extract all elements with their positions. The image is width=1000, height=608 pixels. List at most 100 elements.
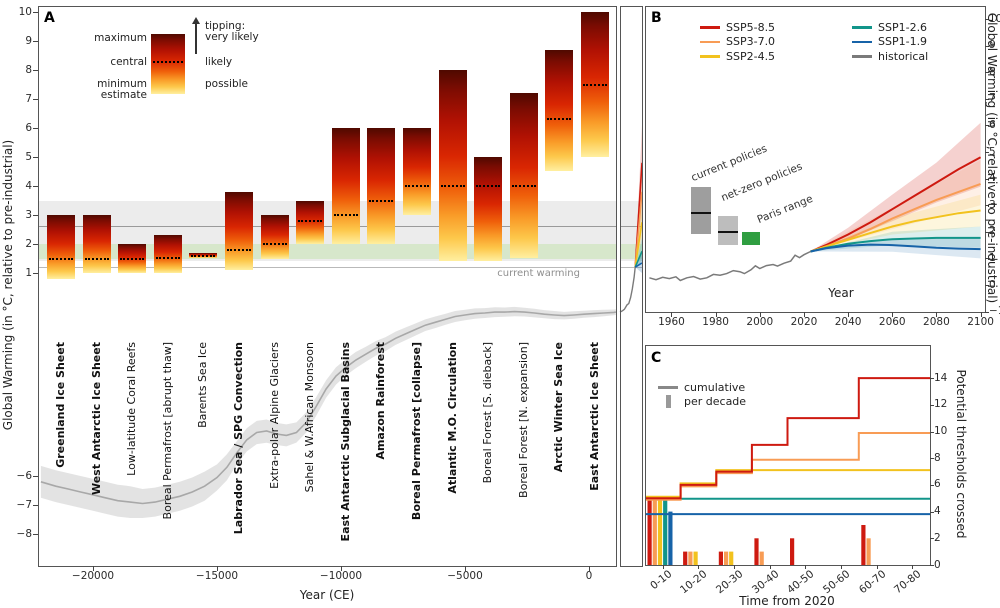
b-ytick-mark	[985, 98, 989, 100]
b-xtick-label: 2040	[834, 316, 862, 328]
a-xtick-mark	[589, 566, 590, 571]
panel-a-legend: maximum central minimum estimate tipping…	[85, 17, 285, 115]
b-line-SSP5-8.5	[810, 156, 982, 253]
b-ytick-mark	[985, 285, 989, 286]
b-ytick-mark	[985, 178, 989, 180]
b-ytick-label: 5	[989, 145, 996, 158]
a-ytick-label: 7	[25, 92, 32, 105]
c-ytick-label: 2	[934, 531, 941, 544]
b-ytick-label: 1	[989, 251, 996, 264]
a-ytick-mark	[33, 505, 38, 506]
a-ytick-mark	[33, 244, 38, 245]
c-ytick-mark	[930, 378, 934, 380]
a-ytick-mark	[33, 186, 38, 187]
a-xtick-label: 0	[585, 570, 593, 582]
c-xtick-mark	[805, 565, 807, 569]
a-xtick-label: −15000	[195, 570, 239, 582]
b-xtick-label: 2100	[967, 316, 994, 328]
central-estimate-line	[333, 214, 358, 216]
element-label: West Antarctic Ice Sheet	[89, 342, 103, 496]
c-ytick-mark	[930, 511, 934, 513]
b-xtick-mark	[759, 312, 761, 317]
b-band-SSP5-8.5	[810, 122, 981, 252]
a-ytick-mark	[33, 70, 38, 71]
b-xtick-label: 2080	[923, 316, 950, 328]
panel-c-legend: cumulative per decade	[658, 380, 746, 409]
legend-label: SSP3-7.0	[726, 35, 776, 49]
b-ytick-label: 4	[989, 172, 996, 185]
b-xtick-label: 2020	[790, 316, 818, 328]
legend-line-swatch	[700, 55, 720, 58]
panel-b-frame	[645, 6, 986, 313]
a-ytick-label: −7	[16, 498, 32, 511]
legend-entry-per-decade: per decade	[658, 395, 746, 410]
legend-estimate-label: estimate	[100, 89, 147, 101]
c-decade-bar-SSP5-8.5	[683, 551, 688, 565]
element-label: Atlantic M.O. Circulation	[445, 342, 459, 494]
element-label: Boreal Permafrost [abrupt thaw]	[160, 342, 174, 520]
a-ytick-mark	[33, 476, 38, 477]
a-xtick-label: −10000	[319, 570, 363, 582]
c-ytick-label: 8	[934, 451, 941, 464]
central-estimate-line	[155, 257, 180, 260]
c-cumulative-line-SSP2-4.5	[645, 469, 930, 498]
tipping-bar	[118, 244, 147, 273]
c-decade-bar-SSP1-1.9	[668, 511, 673, 565]
b-line-historical	[649, 250, 811, 282]
legend-entry-SSP5-8.5: SSP5-8.5	[700, 20, 775, 35]
b-ytick-label: 0	[989, 278, 996, 291]
c-xtick-mark	[698, 565, 700, 569]
b-xtick-mark	[892, 312, 894, 317]
b-band-SSP1-1.9	[810, 238, 981, 259]
central-estimate-line	[262, 243, 287, 245]
legend-line-swatch	[852, 26, 872, 29]
legend-per-decade-label: per decade	[684, 395, 747, 409]
central-estimate-line	[369, 199, 394, 202]
tipping-bar	[47, 215, 75, 279]
legend-entry-SSP2-4.5: SSP2-4.5	[700, 49, 775, 64]
a-ytick-mark	[33, 128, 38, 129]
legend-entry-SSP1-2.6: SSP1-2.6	[852, 20, 928, 35]
b-ytick-label: 3	[989, 198, 996, 211]
c-xtick-mark	[912, 565, 914, 569]
current-warming-label: current warming	[497, 268, 580, 279]
tipping-bar	[296, 200, 325, 244]
central-estimate-line	[120, 257, 145, 260]
legend-likely-label: likely	[205, 56, 233, 68]
b-ytick-mark	[985, 152, 989, 153]
element-label: Low-latitude Coral Reefs	[125, 342, 139, 476]
panel-c-x-axis-label: Time from 2020	[739, 594, 835, 608]
legend-line-swatch	[852, 55, 872, 58]
b-ytick-mark	[985, 45, 989, 47]
cumulative-line-swatch	[658, 386, 678, 389]
legend-maximum-label: maximum	[94, 32, 147, 44]
legend-label: SSP2-4.5	[726, 49, 776, 63]
tipping-bar	[260, 215, 289, 259]
element-label: Boreal Permafrost [collapse]	[410, 342, 423, 521]
central-estimate-line	[476, 185, 501, 187]
legend-central-dotted-line	[153, 61, 183, 63]
element-label: Barents Sea Ice	[196, 342, 210, 428]
c-decade-bar-SSP5-8.5	[861, 525, 866, 565]
legend-possible-label: possible	[205, 78, 248, 90]
legend-entry-SSP1-1.9: SSP1-1.9	[852, 35, 928, 50]
legend-label: SSP5-8.5	[726, 20, 776, 34]
b-band-SSP1-2.6	[810, 226, 981, 252]
c-xtick-mark	[876, 565, 878, 569]
c-ytick-label: 4	[934, 505, 941, 518]
c-decade-bar-SSP3-7.0	[866, 538, 871, 565]
legend-line-swatch	[700, 26, 720, 29]
c-ytick-mark	[930, 484, 934, 486]
element-label: Boreal Forest [N. expansion]	[516, 342, 530, 498]
c-ytick-mark	[930, 404, 934, 406]
c-cumulative-line-SSP3-7.0	[645, 432, 930, 501]
a-xtick-label: −20000	[71, 570, 115, 582]
central-estimate-line	[84, 257, 109, 260]
element-label: Amazon Rainforest	[374, 342, 388, 460]
b-ytick-label: −1	[989, 305, 1000, 318]
b-ytick-mark	[985, 19, 989, 20]
a-ytick-label: 6	[25, 121, 32, 134]
a-ytick-label: −6	[16, 469, 32, 482]
a-xtick-mark	[341, 566, 342, 571]
